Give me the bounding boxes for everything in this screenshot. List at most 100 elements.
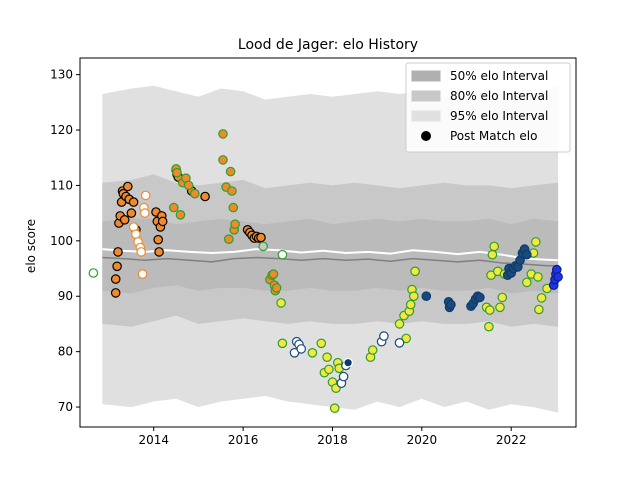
- y-tick-label: 80: [58, 345, 73, 359]
- elo-point: [408, 291, 419, 301]
- elo-point: [367, 345, 378, 355]
- legend-marker: [421, 131, 431, 141]
- elo-point: [338, 371, 349, 382]
- elo-point: [218, 155, 228, 165]
- y-tick-label: 110: [50, 178, 73, 192]
- elo-point: [322, 352, 332, 362]
- elo-point: [521, 277, 532, 288]
- elo-point: [258, 241, 268, 252]
- elo-point: [112, 261, 122, 272]
- elo-point: [140, 208, 150, 218]
- elo-point: [271, 283, 282, 293]
- legend-swatch: [411, 70, 441, 82]
- y-axis-label: elo score: [24, 219, 38, 273]
- y-tick-label: 130: [50, 68, 73, 82]
- elo-point: [394, 319, 405, 329]
- y-tick-label: 120: [50, 123, 73, 137]
- y-axis: 70 80 90 100 110 120 130: [50, 68, 80, 414]
- elo-point: [316, 338, 327, 349]
- elo-point: [521, 249, 532, 260]
- elo-point: [200, 191, 210, 202]
- elo-point: [296, 344, 306, 354]
- legend-label: 80% elo Interval: [450, 89, 548, 103]
- legend-box: [405, 62, 571, 153]
- elo-point: [228, 202, 239, 213]
- y-tick-label: 90: [58, 289, 73, 303]
- elo-point: [497, 292, 508, 303]
- mean-elo-line: [102, 256, 559, 267]
- elo-point: [227, 186, 237, 196]
- legend: 50% elo Interval 80% elo Interval 95% elo …: [405, 62, 571, 153]
- elo-point: [172, 167, 182, 178]
- elo-point: [329, 403, 340, 413]
- elo-point: [153, 234, 163, 245]
- elo-point: [190, 188, 200, 199]
- elo-point: [487, 249, 498, 260]
- legend-swatch: [411, 110, 441, 122]
- elo-point: [530, 237, 541, 247]
- x-tick-label: 2014: [138, 433, 169, 447]
- elo-point: [218, 129, 228, 139]
- elo-point: [119, 215, 130, 225]
- x-tick-label: 2016: [228, 433, 259, 447]
- elo-point: [475, 292, 485, 303]
- elo-point: [123, 181, 133, 192]
- elo-point: [113, 247, 123, 257]
- elo-point: [536, 293, 547, 303]
- elo-point: [175, 210, 186, 220]
- elo-point: [533, 272, 543, 282]
- x-tick-label: 2018: [317, 433, 348, 447]
- x-tick-label: 2022: [496, 433, 527, 447]
- elo-point: [401, 333, 411, 344]
- elo-point: [324, 364, 334, 375]
- legend-swatch: [411, 90, 441, 102]
- elo-point: [405, 299, 416, 310]
- plot-area: [88, 85, 563, 413]
- x-axis: 2014 2016 2018 2020 2022: [138, 427, 526, 447]
- elo-point: [394, 337, 405, 348]
- elo-point: [495, 302, 505, 313]
- elo-point: [343, 357, 353, 368]
- chart-title: Lood de Jager: elo History: [238, 37, 418, 53]
- y-tick-label: 100: [50, 234, 73, 248]
- elo-point: [131, 229, 141, 239]
- elo-point: [183, 180, 194, 191]
- elo-point: [268, 269, 279, 279]
- elo-point: [88, 268, 99, 278]
- elo-point: [256, 232, 266, 243]
- elo-point: [128, 197, 139, 207]
- elo-point: [157, 216, 168, 227]
- axes-frame: [79, 57, 577, 428]
- elo-point: [379, 331, 389, 341]
- elo-point: [489, 241, 499, 252]
- elo-point: [534, 304, 544, 315]
- elo-point: [126, 208, 137, 218]
- elo-point: [230, 219, 240, 229]
- elo-point: [110, 274, 121, 284]
- elo-point: [224, 234, 234, 244]
- elo-point: [307, 347, 318, 358]
- legend-label: 95% elo Interval: [450, 109, 548, 123]
- elo-point: [277, 338, 288, 349]
- elo-point: [110, 288, 121, 298]
- elo-point: [410, 266, 420, 277]
- legend-label: 50% elo Interval: [450, 69, 548, 83]
- elo-point: [277, 249, 288, 260]
- elo-point: [484, 305, 495, 315]
- elo-point: [484, 321, 494, 332]
- legend-label: Post Match elo: [450, 129, 537, 143]
- elo-point: [225, 166, 236, 177]
- y-tick-label: 70: [58, 400, 73, 414]
- elo-point: [446, 299, 456, 310]
- elo-point: [276, 298, 286, 308]
- elo-point: [137, 269, 148, 279]
- elo-point: [553, 272, 563, 282]
- elo-point: [136, 247, 146, 257]
- elo-point: [169, 202, 179, 213]
- elo-point: [154, 247, 164, 257]
- band-50-interval: [102, 218, 559, 294]
- elo-point: [421, 291, 432, 301]
- elo-point: [140, 190, 151, 201]
- x-tick-label: 2020: [407, 433, 438, 447]
